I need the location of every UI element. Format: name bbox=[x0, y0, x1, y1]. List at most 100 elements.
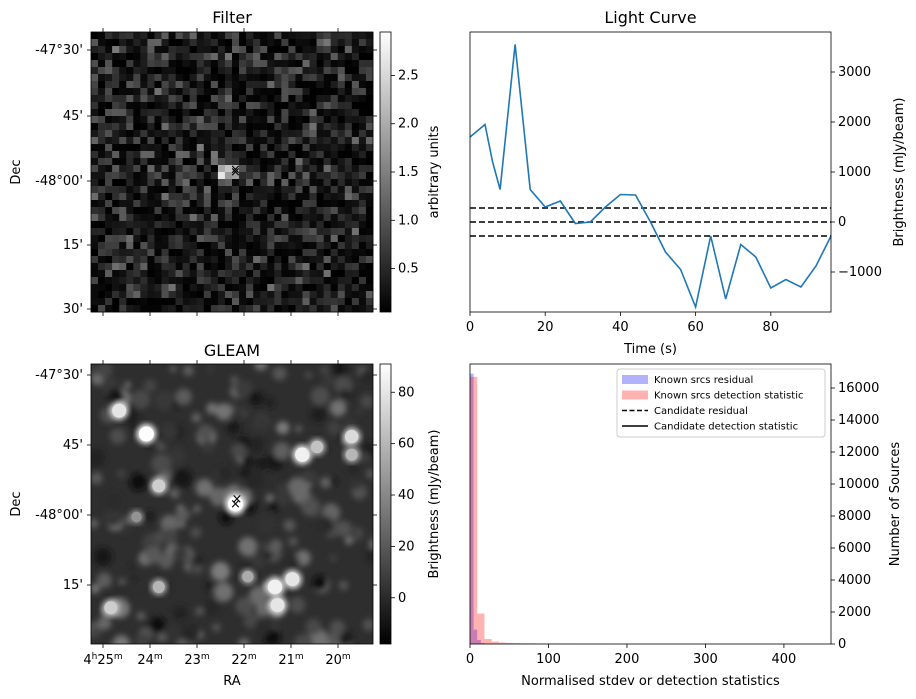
filter-pixel bbox=[196, 207, 205, 215]
filter-pixel bbox=[246, 116, 254, 124]
filter-pixel bbox=[217, 116, 226, 124]
filter-pixel bbox=[316, 130, 324, 138]
filter-pixel bbox=[224, 256, 233, 264]
filter-pixel bbox=[309, 200, 317, 208]
filter-pixel bbox=[182, 305, 190, 313]
filter-pixel bbox=[365, 39, 374, 47]
filter-pixel bbox=[112, 144, 120, 152]
filter-pixel bbox=[260, 214, 268, 222]
filter-pixel bbox=[217, 186, 226, 194]
filter-pixel bbox=[281, 256, 289, 264]
gleam-noise-blob bbox=[250, 554, 265, 569]
filter-pixel bbox=[358, 179, 367, 187]
filter-pixel bbox=[302, 172, 310, 180]
filter-pixel bbox=[295, 165, 303, 173]
filter-pixel bbox=[295, 305, 303, 313]
filter-pixel bbox=[154, 102, 162, 110]
filter-pixel bbox=[161, 270, 169, 278]
filter-pixel bbox=[365, 179, 374, 187]
filter-pixel bbox=[274, 221, 282, 229]
filter-pixel bbox=[302, 207, 310, 215]
filter-pixel bbox=[161, 256, 169, 264]
filter-pixel bbox=[302, 228, 310, 236]
filter-pixel bbox=[91, 284, 99, 292]
filter-pixel bbox=[239, 74, 247, 82]
filter-pixel bbox=[112, 228, 120, 236]
filter-pixel bbox=[302, 88, 310, 96]
filter-pixel bbox=[288, 200, 296, 208]
filter-pixel bbox=[281, 116, 289, 124]
filter-pixel bbox=[253, 284, 261, 292]
filter-pixel bbox=[126, 102, 134, 110]
filter-pixel bbox=[239, 172, 247, 180]
filter-pixel bbox=[344, 270, 353, 278]
filter-pixel bbox=[288, 158, 296, 166]
gleam-xlabel: RA bbox=[223, 674, 241, 689]
filter-pixel bbox=[133, 263, 141, 271]
filter-pixel bbox=[267, 270, 275, 278]
filter-pixel bbox=[119, 284, 127, 292]
filter-pixel bbox=[232, 67, 240, 75]
filter-pixel bbox=[232, 123, 240, 131]
filter-pixel bbox=[358, 186, 367, 194]
filter-pixel bbox=[309, 235, 317, 243]
filter-pixel bbox=[196, 263, 205, 271]
filter-pixel bbox=[224, 298, 233, 306]
filter-pixel bbox=[323, 123, 331, 131]
filter-pixel bbox=[126, 88, 134, 96]
filter-pixel bbox=[217, 235, 226, 243]
filter-pixel bbox=[288, 144, 296, 152]
filter-pixel bbox=[239, 291, 247, 299]
filter-pixel bbox=[260, 158, 268, 166]
filter-pixel bbox=[105, 81, 113, 89]
filter-pixel bbox=[133, 179, 141, 187]
filter-pixel bbox=[316, 39, 324, 47]
filter-pixel bbox=[119, 109, 127, 117]
filter-pixel bbox=[210, 123, 219, 131]
filter-pixel bbox=[302, 186, 310, 194]
filter-pixel bbox=[189, 116, 198, 124]
filter-pixel bbox=[119, 200, 127, 208]
filter-pixel bbox=[203, 39, 212, 47]
filter-pixel bbox=[140, 186, 148, 194]
gleam-colorbar-tick-label: 40 bbox=[398, 488, 415, 503]
filter-pixel bbox=[133, 151, 141, 159]
filter-pixel bbox=[246, 130, 254, 138]
filter-pixel bbox=[189, 277, 198, 285]
filter-pixel bbox=[98, 74, 106, 82]
filter-pixel bbox=[295, 207, 303, 215]
filter-pixel bbox=[344, 256, 353, 264]
filter-pixel bbox=[119, 130, 127, 138]
gleam-source bbox=[228, 496, 243, 512]
gleam-noise-blob bbox=[195, 478, 214, 497]
filter-pixel bbox=[274, 249, 282, 257]
filter-pixel bbox=[147, 193, 155, 201]
filter-pixel bbox=[147, 228, 155, 236]
lightcurve-xtick-label: 40 bbox=[612, 320, 629, 335]
filter-pixel bbox=[323, 256, 331, 264]
filter-pixel bbox=[365, 165, 374, 173]
histogram-ytick-label: 8000 bbox=[838, 509, 871, 524]
filter-pixel bbox=[288, 207, 296, 215]
filter-pixel bbox=[337, 207, 346, 215]
filter-pixel bbox=[98, 242, 106, 250]
filter-pixel bbox=[126, 284, 134, 292]
filter-pixel bbox=[274, 305, 282, 313]
filter-pixel bbox=[168, 298, 176, 306]
filter-pixel bbox=[323, 263, 331, 271]
filter-pixel bbox=[365, 277, 374, 285]
gleam-source bbox=[270, 598, 285, 613]
filter-pixel bbox=[154, 88, 162, 96]
filter-pixel bbox=[112, 172, 120, 180]
filter-pixel bbox=[288, 242, 296, 250]
filter-pixel bbox=[98, 81, 106, 89]
filter-pixel bbox=[224, 123, 233, 131]
gleam-noise-blob bbox=[104, 492, 123, 511]
filter-pixel bbox=[344, 172, 353, 180]
filter-pixel bbox=[232, 200, 240, 208]
filter-pixel bbox=[344, 60, 353, 68]
filter-colorbar-bar bbox=[379, 31, 392, 313]
filter-pixel bbox=[246, 256, 254, 264]
filter-pixel bbox=[302, 102, 310, 110]
filter-pixel bbox=[175, 39, 183, 47]
